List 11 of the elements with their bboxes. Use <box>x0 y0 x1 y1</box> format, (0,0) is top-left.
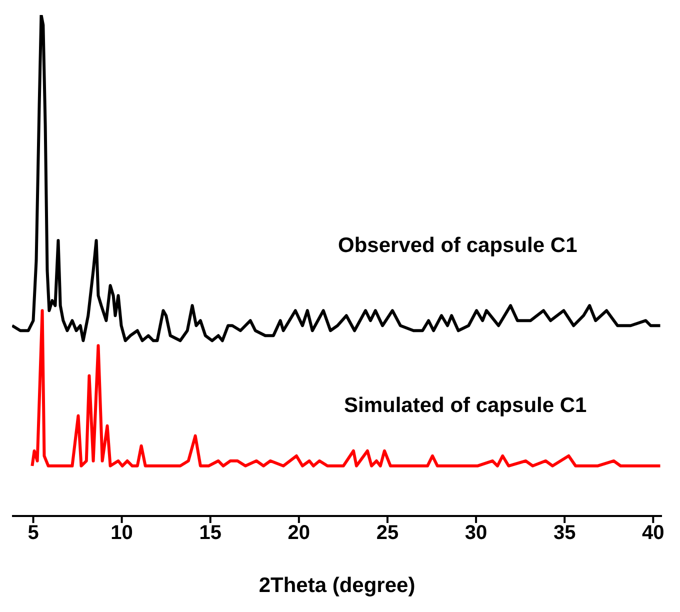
series-label: Simulated of capsule C1 <box>344 394 587 418</box>
x-tick-label: 20 <box>288 522 310 544</box>
x-tick-label: 40 <box>642 522 664 544</box>
x-tick-label: 10 <box>110 522 133 544</box>
x-axis-title: 2Theta (degree) <box>258 574 416 597</box>
x-tick-label: 5 <box>28 522 39 544</box>
x-tick-label: 35 <box>553 522 576 544</box>
x-tick-label: 30 <box>464 522 488 544</box>
x-tick-label: 25 <box>376 522 399 544</box>
x-tick-label: 15 <box>199 522 222 544</box>
text: Observed of capsule C1 <box>338 234 578 258</box>
